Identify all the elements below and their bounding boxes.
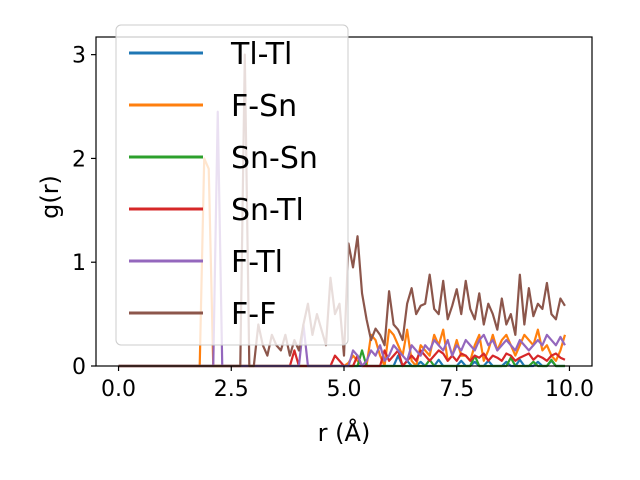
axes-layer: 0.0 2.5 5.0 7.5 10.0 0 1 2 3 [72, 36, 594, 402]
x-axis-label: r (Å) [318, 418, 371, 447]
legend-label-f-sn: F-Sn [231, 89, 297, 124]
y-tick-label: 1 [72, 251, 86, 276]
y-tick-label: 3 [72, 44, 86, 69]
x-tick-label: 7.5 [439, 377, 474, 402]
x-tick-label: 0.0 [101, 377, 136, 402]
legend-label-sn-sn: Sn-Sn [231, 141, 318, 176]
legend: Tl-Tl F-Sn Sn-Sn Sn-Tl F-Tl F-F [115, 24, 349, 346]
legend-label-tl-tl: Tl-Tl [230, 37, 292, 72]
x-tick-label: 2.5 [214, 377, 249, 402]
x-tick-label: 10.0 [545, 377, 594, 402]
y-tick-label: 0 [72, 355, 86, 380]
y-tick-label: 2 [72, 147, 86, 172]
legend-label-f-tl: F-Tl [231, 245, 283, 280]
legend-label-f-f: F-F [231, 297, 276, 332]
x-tick-label: 5.0 [327, 377, 362, 402]
y-axis-label: g(r) [36, 175, 64, 219]
legend-label-sn-tl: Sn-Tl [231, 193, 304, 228]
